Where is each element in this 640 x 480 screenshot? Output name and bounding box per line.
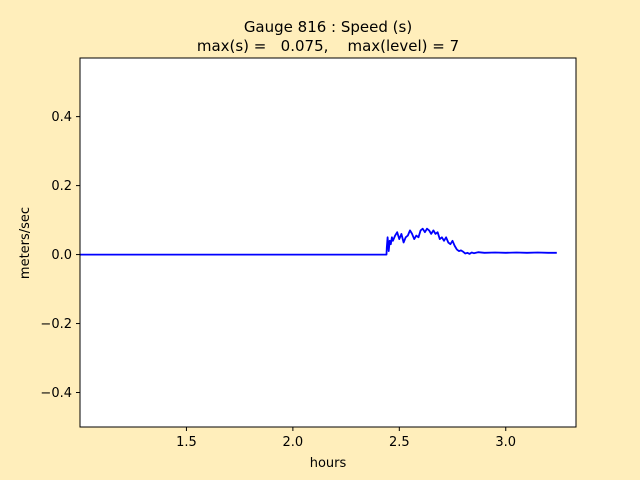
x-axis: 1.5 2.0 2.5 3.0 — [176, 427, 516, 450]
series-layer — [80, 227, 557, 256]
x-axis-label: hours — [310, 456, 347, 471]
chart-title: Gauge 816 : Speed (s) — [244, 18, 412, 36]
plot-area — [80, 58, 576, 427]
y-tick-label: 0.4 — [51, 110, 72, 125]
y-tick-label: −0.4 — [40, 386, 72, 401]
chart-subtitle: max(s) = 0.075, max(level) = 7 — [197, 37, 459, 55]
y-axis-label: meters/sec — [18, 207, 33, 279]
series-line-0 — [80, 227, 557, 256]
y-tick-label: 0.2 — [51, 179, 72, 194]
y-tick-label: 0.0 — [51, 248, 72, 263]
x-tick-label: 1.5 — [176, 435, 197, 450]
plot-frame — [79, 57, 577, 428]
y-tick-label: −0.2 — [40, 317, 72, 332]
y-axis: −0.4 −0.2 0.0 0.2 0.4 — [40, 110, 80, 401]
x-tick-label: 2.5 — [389, 435, 410, 450]
x-tick-label: 2.0 — [283, 435, 304, 450]
x-tick-label: 3.0 — [495, 435, 516, 450]
